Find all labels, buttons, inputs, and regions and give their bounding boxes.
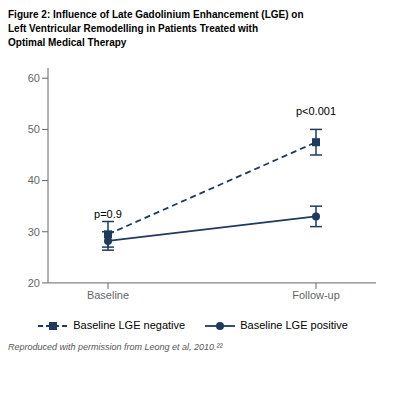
svg-text:40: 40 <box>28 174 40 186</box>
svg-text:p<0.001: p<0.001 <box>296 105 336 117</box>
svg-text:Baseline: Baseline <box>87 289 129 301</box>
html-text:Baseline LGE negative: Baseline LGE negative <box>73 318 186 331</box>
svg-text:30: 30 <box>28 226 40 238</box>
html-text:Figure 2: Influence of Late Ga: Figure 2: Influence of Late Gadolinium E… <box>8 9 304 48</box>
svg-text:p=0.9: p=0.9 <box>94 208 122 220</box>
svg-text:20: 20 <box>28 277 40 289</box>
svg-text:60: 60 <box>28 72 40 84</box>
svg-text:50: 50 <box>28 123 40 135</box>
svg-text:Follow-up: Follow-up <box>292 289 340 301</box>
html-text:Baseline LGE positive: Baseline LGE positive <box>240 318 348 331</box>
html-text:Reproduced with permission fro: Reproduced with permission from Leong et… <box>8 342 223 352</box>
